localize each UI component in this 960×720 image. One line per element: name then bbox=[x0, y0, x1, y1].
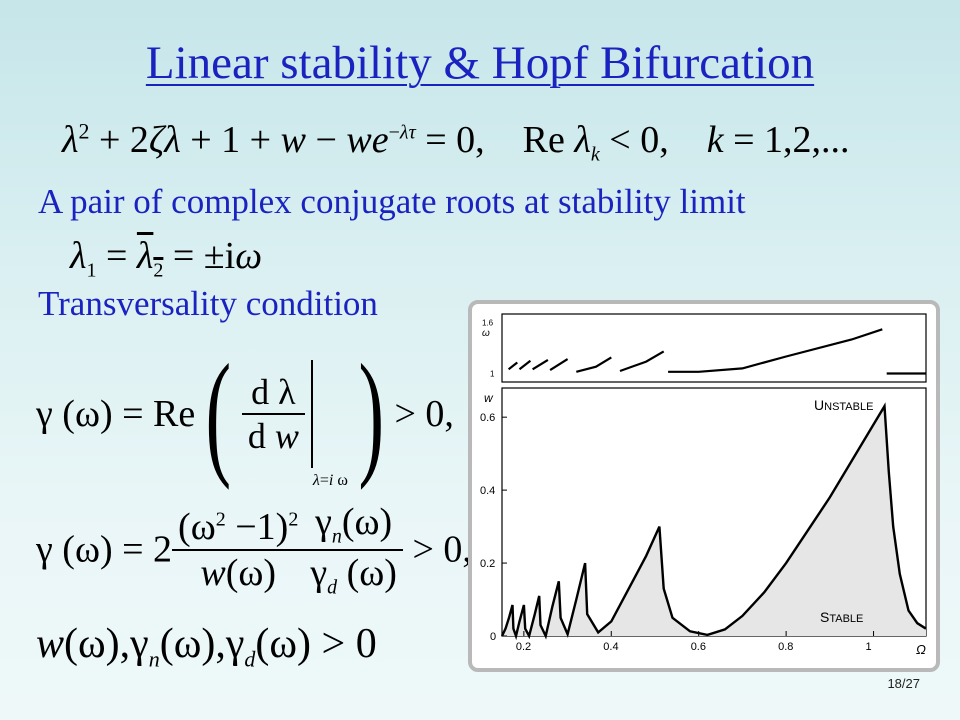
ytick-label: 0.4 bbox=[480, 485, 495, 497]
ytick-label: 0 bbox=[490, 631, 496, 643]
xtick-label: 0.2 bbox=[516, 641, 531, 653]
frequency-curve-2 bbox=[518, 359, 532, 371]
xtick-label: 1 bbox=[866, 641, 872, 653]
gamma-expression: γ (ω) = 2 (ω2 −1)2 w(ω) γn(ω) γd (ω) > 0, bbox=[36, 501, 472, 599]
top-ylabel: ω bbox=[482, 328, 490, 339]
ytick-label: 0.6 bbox=[480, 412, 495, 424]
xtick-label: 0.8 bbox=[778, 641, 793, 653]
frequency-curve-6 bbox=[619, 350, 665, 373]
frequency-curve-4 bbox=[549, 358, 569, 372]
page-number: 18/27 bbox=[887, 676, 920, 691]
bifurcation-plot-svg: ω 1.6 1 w 0.2 0.4 0.6 0.8 1 0 0.2 0.4 0.6 UNSTAB… bbox=[480, 313, 927, 657]
top-ytick-1: 1 bbox=[490, 370, 495, 379]
ytick-label: 0.2 bbox=[480, 558, 495, 570]
top-ytick-1.6: 1.6 bbox=[482, 319, 494, 328]
stability-boundary-curve bbox=[500, 402, 927, 641]
xtick-label: 0.4 bbox=[603, 641, 618, 653]
frequency-curve-5 bbox=[576, 356, 612, 373]
stable-region-fill bbox=[502, 406, 926, 636]
roots-equation: λ1 = λ2 = ±iω bbox=[70, 235, 263, 282]
bottom-ylabel: w bbox=[484, 391, 494, 405]
complex-roots-statement: A pair of complex conjugate roots at sta… bbox=[38, 182, 746, 221]
frequency-curve-7 bbox=[668, 328, 883, 373]
frequency-curve-3 bbox=[532, 358, 549, 371]
frequency-curve-1 bbox=[507, 361, 518, 371]
characteristic-equation: λ2 + 2ζλ + 1 + w − we−λτ = 0, Re λk < 0,… bbox=[62, 118, 850, 166]
xtick-label: 0.6 bbox=[691, 641, 706, 653]
stable-label: STABLE bbox=[820, 609, 863, 625]
slide-title: Linear stability & Hopf Bifurcation bbox=[145, 37, 815, 89]
unstable-label: UNSTABLE bbox=[814, 397, 873, 413]
bottom-xlabel: Ω bbox=[916, 642, 926, 657]
bifurcation-figure: ω 1.6 1 w 0.2 0.4 0.6 0.8 1 0 0.2 0.4 0.6 UNSTAB… bbox=[468, 300, 940, 672]
positivity-condition: w(ω),γn(ω),γd(ω) > 0 bbox=[36, 621, 377, 672]
transversality-label: Transversality condition bbox=[38, 284, 378, 323]
top-panel-frame bbox=[501, 313, 927, 383]
